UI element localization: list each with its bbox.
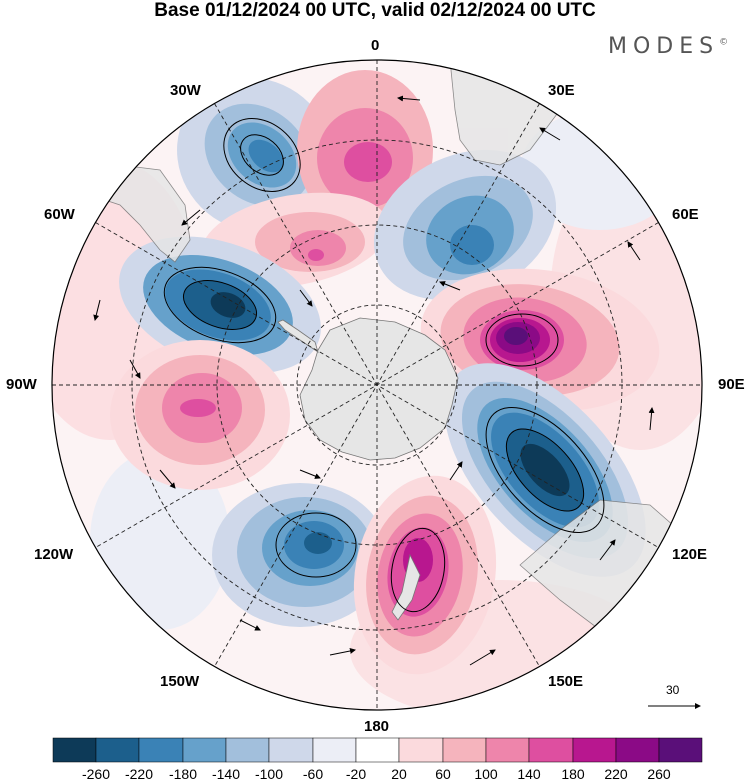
colorbar-swatch	[52, 737, 97, 763]
low-anomaly-70w	[119, 236, 321, 374]
colorbar-swatch	[355, 737, 400, 763]
lon-label-30e: 30E	[548, 82, 575, 99]
graticule	[52, 60, 702, 710]
colorbar-tick: -180	[168, 766, 198, 782]
page-title: Base 01/12/2024 00 UTC, valid 02/12/2024…	[154, 0, 596, 21]
colorbar-swatch	[182, 737, 227, 763]
contours	[163, 118, 605, 613]
lon-label-30w: 30W	[170, 82, 201, 99]
lon-label-90e: 90E	[718, 376, 745, 393]
colorbar-tick: -100	[254, 766, 284, 782]
colorbar-swatch	[312, 737, 357, 763]
colorbar-swatch	[268, 737, 314, 763]
brand-logo: MODES©	[608, 34, 728, 59]
colorbar-tick: 20	[391, 766, 407, 782]
high-anomaly-95w	[110, 340, 290, 490]
colorbar-swatch	[398, 737, 444, 763]
colorbar-tick: 220	[604, 766, 628, 782]
colorbar-tick: 60	[435, 766, 451, 782]
colorbar-swatch	[615, 737, 660, 763]
low-anomaly-150w	[212, 483, 388, 627]
colorbar-tick: 260	[647, 766, 671, 782]
colorbar-swatch	[225, 737, 270, 763]
colorbar-swatch	[528, 737, 574, 763]
copyright-mark: ©	[719, 37, 729, 48]
lon-label-180: 180	[364, 718, 390, 735]
colorbar-tick: -20	[345, 766, 367, 782]
lon-label-90w: 90W	[6, 376, 37, 393]
lon-label-150e: 150E	[548, 673, 584, 690]
colorbar-swatch	[442, 737, 487, 763]
wind-vectors	[93, 95, 655, 666]
colorbar-tick: -60	[302, 766, 324, 782]
colorbar-swatch	[95, 737, 140, 763]
colorbar-tick: -260	[81, 766, 111, 782]
brand-name: MODES	[608, 34, 720, 59]
colorbar-swatch	[572, 737, 617, 763]
colorbar-tick: 180	[561, 766, 585, 782]
colorbar-tick: 140	[517, 766, 541, 782]
map-boundary	[51, 59, 703, 711]
anomaly-field	[52, 60, 702, 710]
lon-label-0: 0	[371, 37, 380, 54]
lon-label-120w: 120W	[34, 546, 74, 563]
lon-label-120e: 120E	[672, 546, 708, 563]
colorbar-tick: -220	[124, 766, 154, 782]
lon-label-60e: 60E	[672, 206, 699, 223]
colorbar-tick-labels: -260 -220 -180 -140 -100 -60 -20 20 60 1…	[0, 766, 750, 783]
lon-label-60w: 60W	[44, 206, 75, 223]
lon-label-150w: 150W	[160, 673, 200, 690]
colorbar-swatch	[658, 737, 703, 763]
colorbar	[52, 737, 703, 763]
colorbar-swatch	[138, 737, 184, 763]
antarctic-peninsula	[277, 319, 319, 353]
colorbar-swatch	[485, 737, 530, 763]
wind-reference-label: 30	[666, 683, 680, 697]
colorbar-tick: -140	[211, 766, 241, 782]
colorbar-tick: 100	[474, 766, 498, 782]
